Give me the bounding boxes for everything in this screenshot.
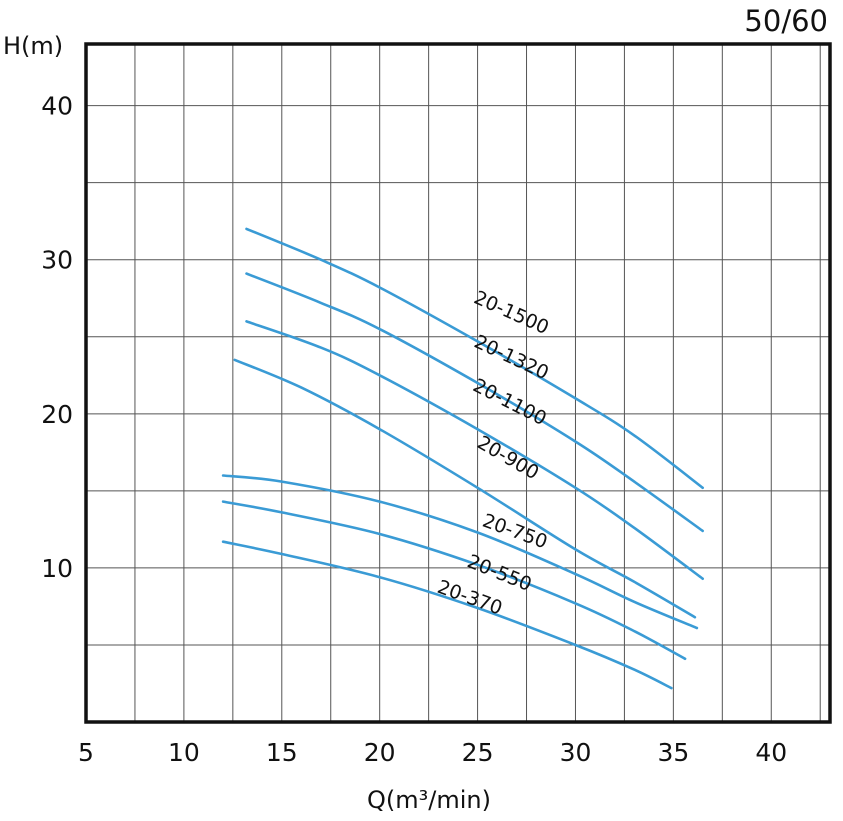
plot-frame [84, 42, 832, 724]
curve-label-20-1100: 20-1100 [469, 374, 550, 430]
x-tick-label: 10 [168, 738, 200, 767]
y-tick-label: 10 [41, 554, 73, 583]
x-tick-label: 40 [755, 738, 787, 767]
grid [86, 44, 830, 722]
x-tick-label: 35 [657, 738, 689, 767]
curve-20-370 [221, 540, 673, 690]
curve-20-1100 [245, 320, 704, 580]
curve-20-1320 [245, 272, 704, 533]
curve-20-750 [221, 474, 699, 630]
x-tick-label: 25 [462, 738, 494, 767]
curve-20-900 [233, 358, 697, 619]
x-axis-title: Q(m³/min) [367, 786, 491, 814]
performance-curves [221, 227, 704, 690]
curve-20-1500 [245, 227, 704, 490]
curve-label-20-900: 20-900 [473, 432, 542, 485]
x-tick-label: 5 [78, 738, 94, 767]
curve-20-550 [221, 500, 687, 661]
y-tick-label: 40 [41, 92, 73, 121]
x-tick-label: 20 [364, 738, 396, 767]
corner-label: 50/60 [744, 4, 828, 38]
x-tick-label: 30 [560, 738, 592, 767]
y-tick-label: 30 [41, 246, 73, 275]
x-tick-label: 15 [266, 738, 298, 767]
y-tick-label: 20 [41, 400, 73, 429]
tick-labels: 5 10 15 20 25 30 35 40 10 20 30 40 [41, 92, 787, 767]
y-axis-title: H(m) [3, 32, 63, 60]
